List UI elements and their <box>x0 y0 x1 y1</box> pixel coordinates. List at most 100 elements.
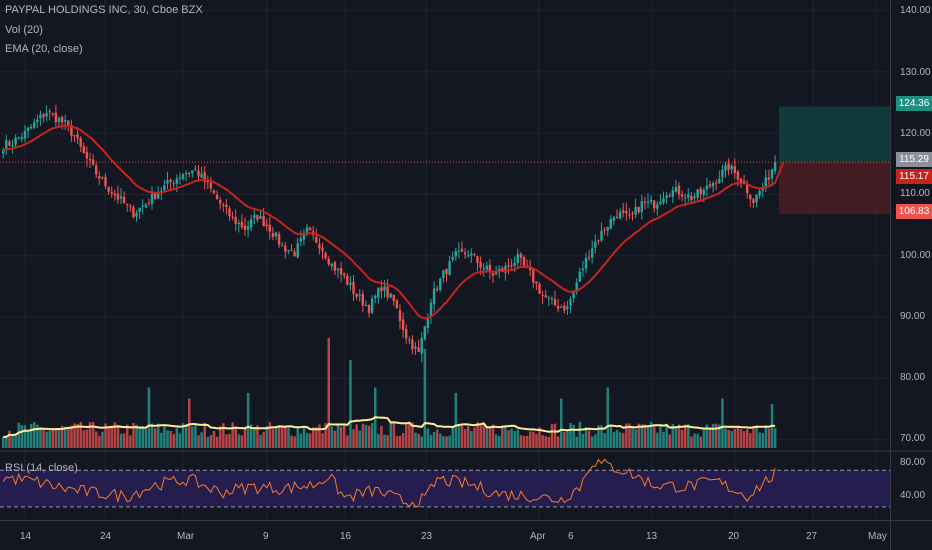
candle-body <box>70 125 73 136</box>
candle-body <box>383 286 386 291</box>
volume-bar <box>91 421 95 448</box>
candle-body <box>352 282 355 294</box>
volume-ma-line <box>3 416 776 438</box>
volume-bar <box>513 431 516 448</box>
volume-bar <box>395 436 399 448</box>
volume-bar <box>268 422 272 448</box>
candle-body <box>110 192 113 194</box>
volume-bar <box>522 435 526 448</box>
volume-legend[interactable]: Vol (20) <box>5 24 43 36</box>
volume-bar <box>625 423 628 448</box>
volume-bar <box>271 428 275 448</box>
candle-body <box>721 170 724 178</box>
volume-bar <box>240 435 244 448</box>
volume-bar <box>169 430 172 448</box>
volume-bar <box>708 427 712 448</box>
time-tick: 9 <box>263 531 269 542</box>
volume-bar <box>637 423 640 448</box>
candle-body <box>696 189 699 198</box>
candle-body <box>222 204 225 206</box>
volume-bar <box>501 425 504 448</box>
candle-body <box>606 226 609 231</box>
ema-price-tag: 115.17 <box>896 169 932 184</box>
volume-bar <box>752 426 755 448</box>
volume-bar <box>755 425 758 448</box>
volume-bar <box>532 431 535 448</box>
candle-body <box>587 257 591 259</box>
candle-body <box>321 247 324 252</box>
candle-body <box>95 165 98 175</box>
candle-body <box>243 225 247 230</box>
candle-body <box>665 195 668 199</box>
stop-price-tag: 106.83 <box>896 204 932 219</box>
volume-bar <box>290 435 293 448</box>
symbol-title[interactable]: PAYPAL HOLDINGS INC, 30, Cboe BZX <box>5 4 203 16</box>
price-candles <box>2 104 777 363</box>
volume-bar <box>29 423 33 448</box>
candle-body <box>79 137 82 147</box>
position-zones[interactable] <box>779 106 890 214</box>
volume-bar <box>60 425 64 448</box>
candle-body <box>169 179 172 183</box>
candle-body <box>398 310 402 321</box>
candle-body <box>708 184 712 187</box>
candle-body <box>395 300 399 309</box>
candle-body <box>656 204 659 209</box>
volume-bar <box>85 429 89 448</box>
volume-bar <box>696 433 699 448</box>
candle-body <box>690 195 693 201</box>
candle-body <box>346 275 349 285</box>
candle-body <box>5 140 8 151</box>
volume-bar <box>237 434 241 448</box>
volume-bar <box>98 435 101 448</box>
volume-bar <box>191 426 194 448</box>
ema-legend[interactable]: EMA (20, close) <box>5 43 83 55</box>
candle-body <box>510 265 513 267</box>
candle-body <box>618 211 622 219</box>
volume-bar <box>343 424 346 448</box>
candle-body <box>473 254 476 256</box>
volume-bar <box>119 433 123 448</box>
volume-bar <box>767 428 771 448</box>
candle-body <box>432 288 436 305</box>
candle-body <box>274 232 278 237</box>
volume-bar <box>401 432 405 448</box>
candle-body <box>290 249 293 251</box>
candle-body <box>646 201 650 203</box>
candle-body <box>237 222 240 225</box>
candle-body <box>535 281 538 284</box>
candle-body <box>23 130 27 139</box>
candle-body <box>265 224 268 227</box>
rsi-legend[interactable]: RSI (14, close) <box>5 462 78 474</box>
volume-bar <box>556 436 560 448</box>
price-tick: 110.00 <box>900 188 930 199</box>
volume-bar <box>507 430 510 448</box>
volume-bar <box>680 429 684 448</box>
candle-body <box>157 192 160 199</box>
candle-body <box>643 201 647 203</box>
candle-body <box>454 250 457 257</box>
candle-body <box>727 163 730 171</box>
candle-body <box>42 114 45 118</box>
candle-body <box>746 184 749 194</box>
volume-bar <box>293 436 296 448</box>
candle-body <box>519 253 523 258</box>
candle-body <box>76 134 79 139</box>
volume-bar <box>662 432 665 448</box>
volume-bar <box>724 428 727 448</box>
candle-body <box>566 306 569 309</box>
volume-bar <box>408 423 411 448</box>
volume-bar <box>420 436 423 448</box>
volume-bar <box>367 425 371 448</box>
candle-body <box>504 265 507 273</box>
volume-bar <box>448 435 451 448</box>
candle-body <box>82 146 85 154</box>
volume-bar <box>42 428 45 448</box>
volume-bar <box>519 435 523 448</box>
volume-bar <box>147 387 151 448</box>
candle-body <box>98 175 101 179</box>
volume-bar <box>11 435 14 448</box>
volume-bar <box>649 422 653 448</box>
